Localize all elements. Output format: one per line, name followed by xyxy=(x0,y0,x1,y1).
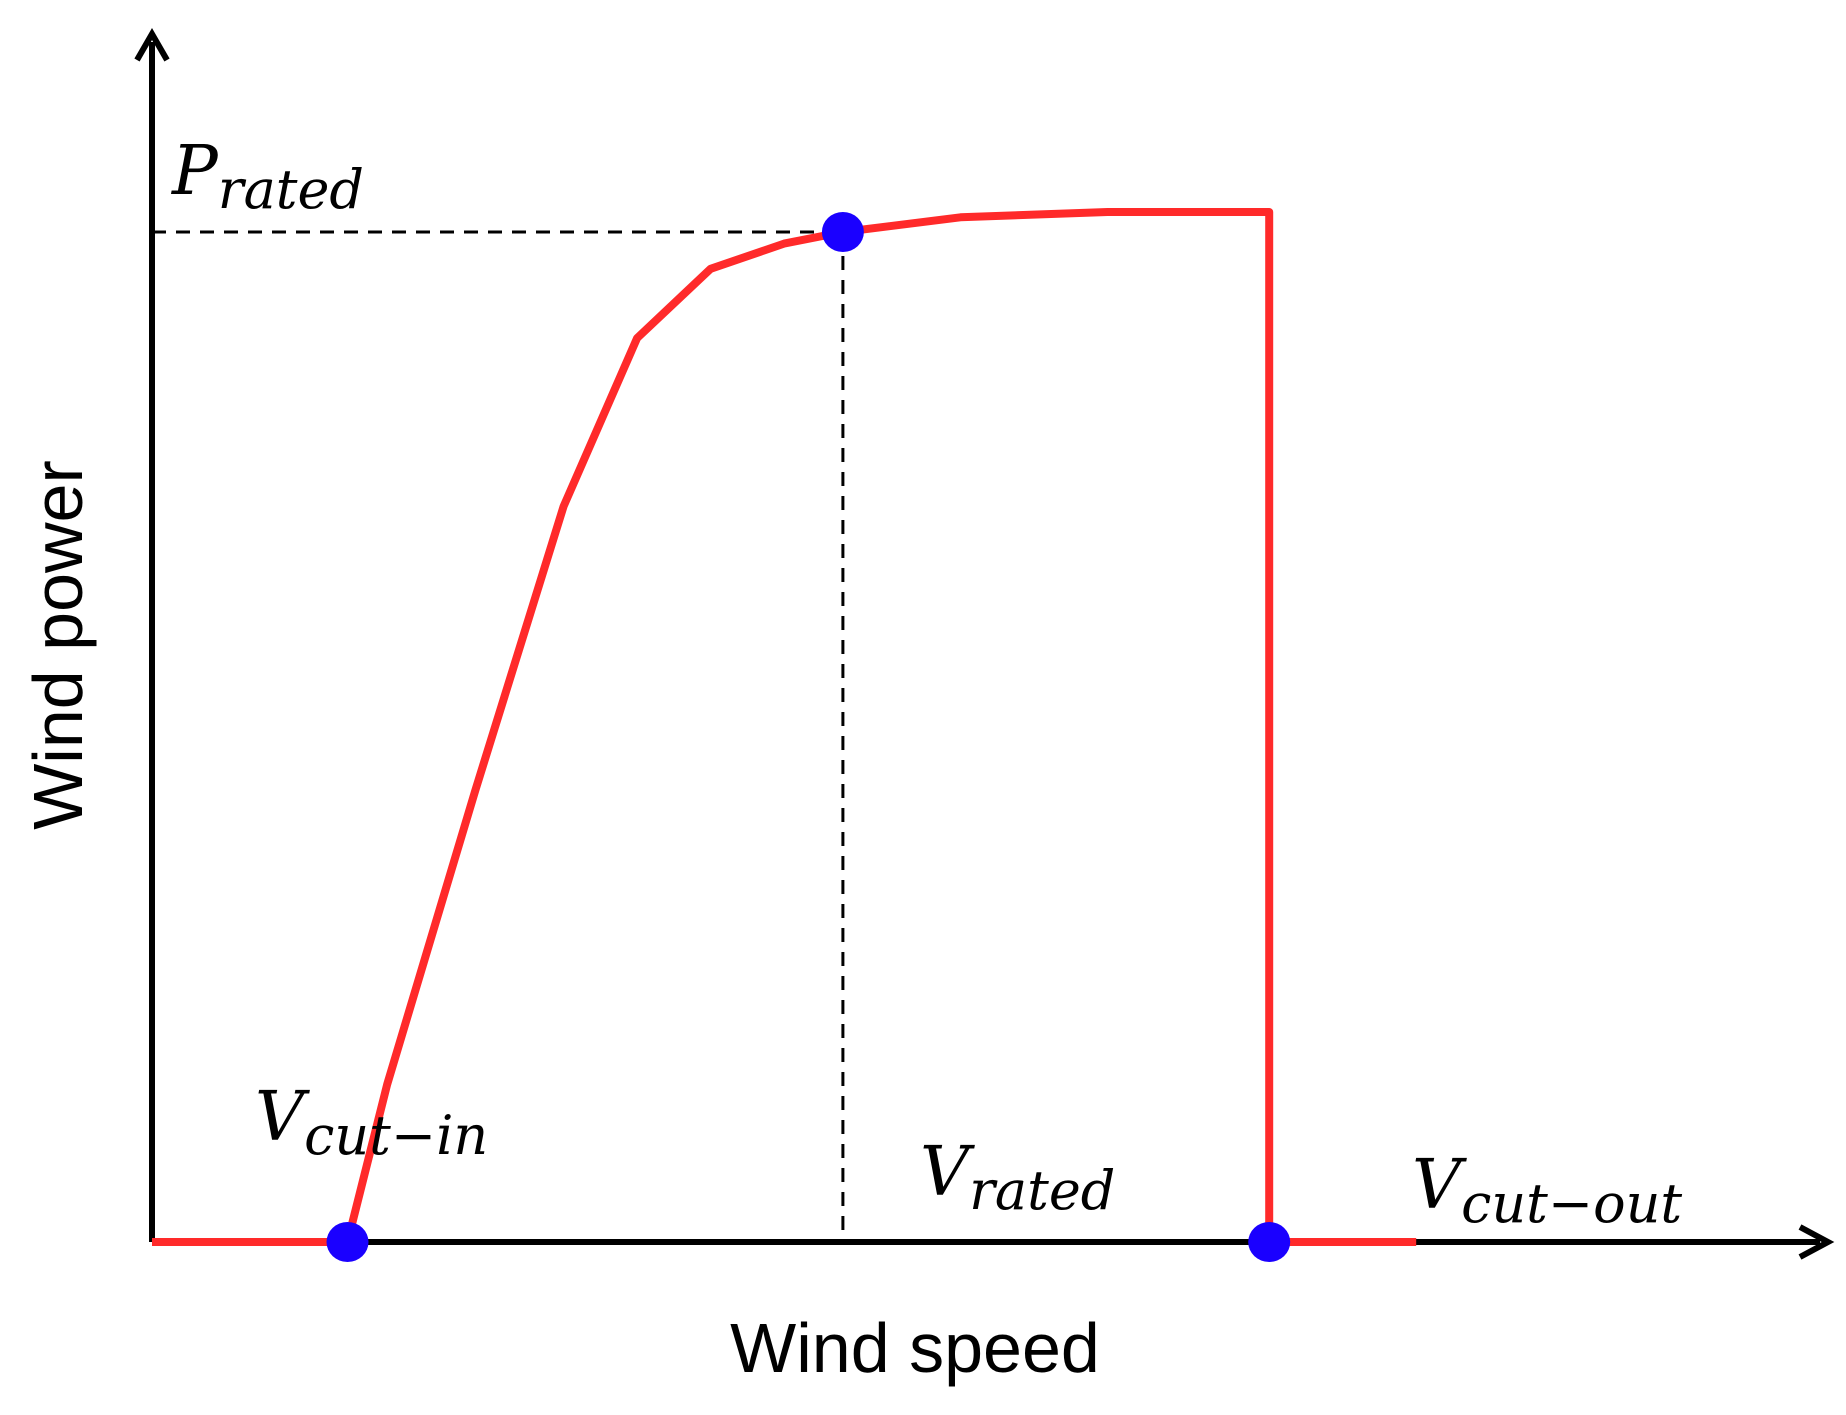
v-rated-label: Vrated xyxy=(920,1133,1115,1222)
v-rated-subscript: rated xyxy=(969,1159,1115,1222)
v-cut-out-base: V xyxy=(1412,1146,1467,1225)
y-axis-arrowhead xyxy=(134,27,170,62)
key-point-marker-1 xyxy=(326,1222,369,1262)
guide-lines xyxy=(152,230,845,1242)
axis-titles: Wind speed Wind power xyxy=(19,460,1100,1387)
p-rated-base: P xyxy=(170,132,219,211)
v-cut-in-label: Vcut−in xyxy=(255,1078,488,1167)
p-rated-subscript: rated xyxy=(218,158,364,221)
key-points xyxy=(326,211,1291,1262)
power-curve-line xyxy=(152,208,1417,1246)
y-axis-title: Wind power xyxy=(19,460,97,830)
v-cut-out-subscript: cut−out xyxy=(1461,1172,1682,1235)
v-cut-in-subscript: cut−in xyxy=(304,1104,488,1167)
axes xyxy=(134,27,1835,1260)
annotation-labels: Prated Vcut−in Vrated Vcut−out xyxy=(170,132,1682,1235)
key-point-marker-2 xyxy=(821,211,864,252)
v-cut-out-label: Vcut−out xyxy=(1412,1146,1682,1235)
v-cut-in-base: V xyxy=(255,1078,310,1157)
x-axis-title: Wind speed xyxy=(730,1309,1100,1387)
x-axis-arrowhead xyxy=(1798,1224,1835,1260)
key-point-marker-3 xyxy=(1248,1222,1291,1262)
p-rated-label: Prated xyxy=(170,132,364,221)
v-rated-base: V xyxy=(920,1133,975,1212)
